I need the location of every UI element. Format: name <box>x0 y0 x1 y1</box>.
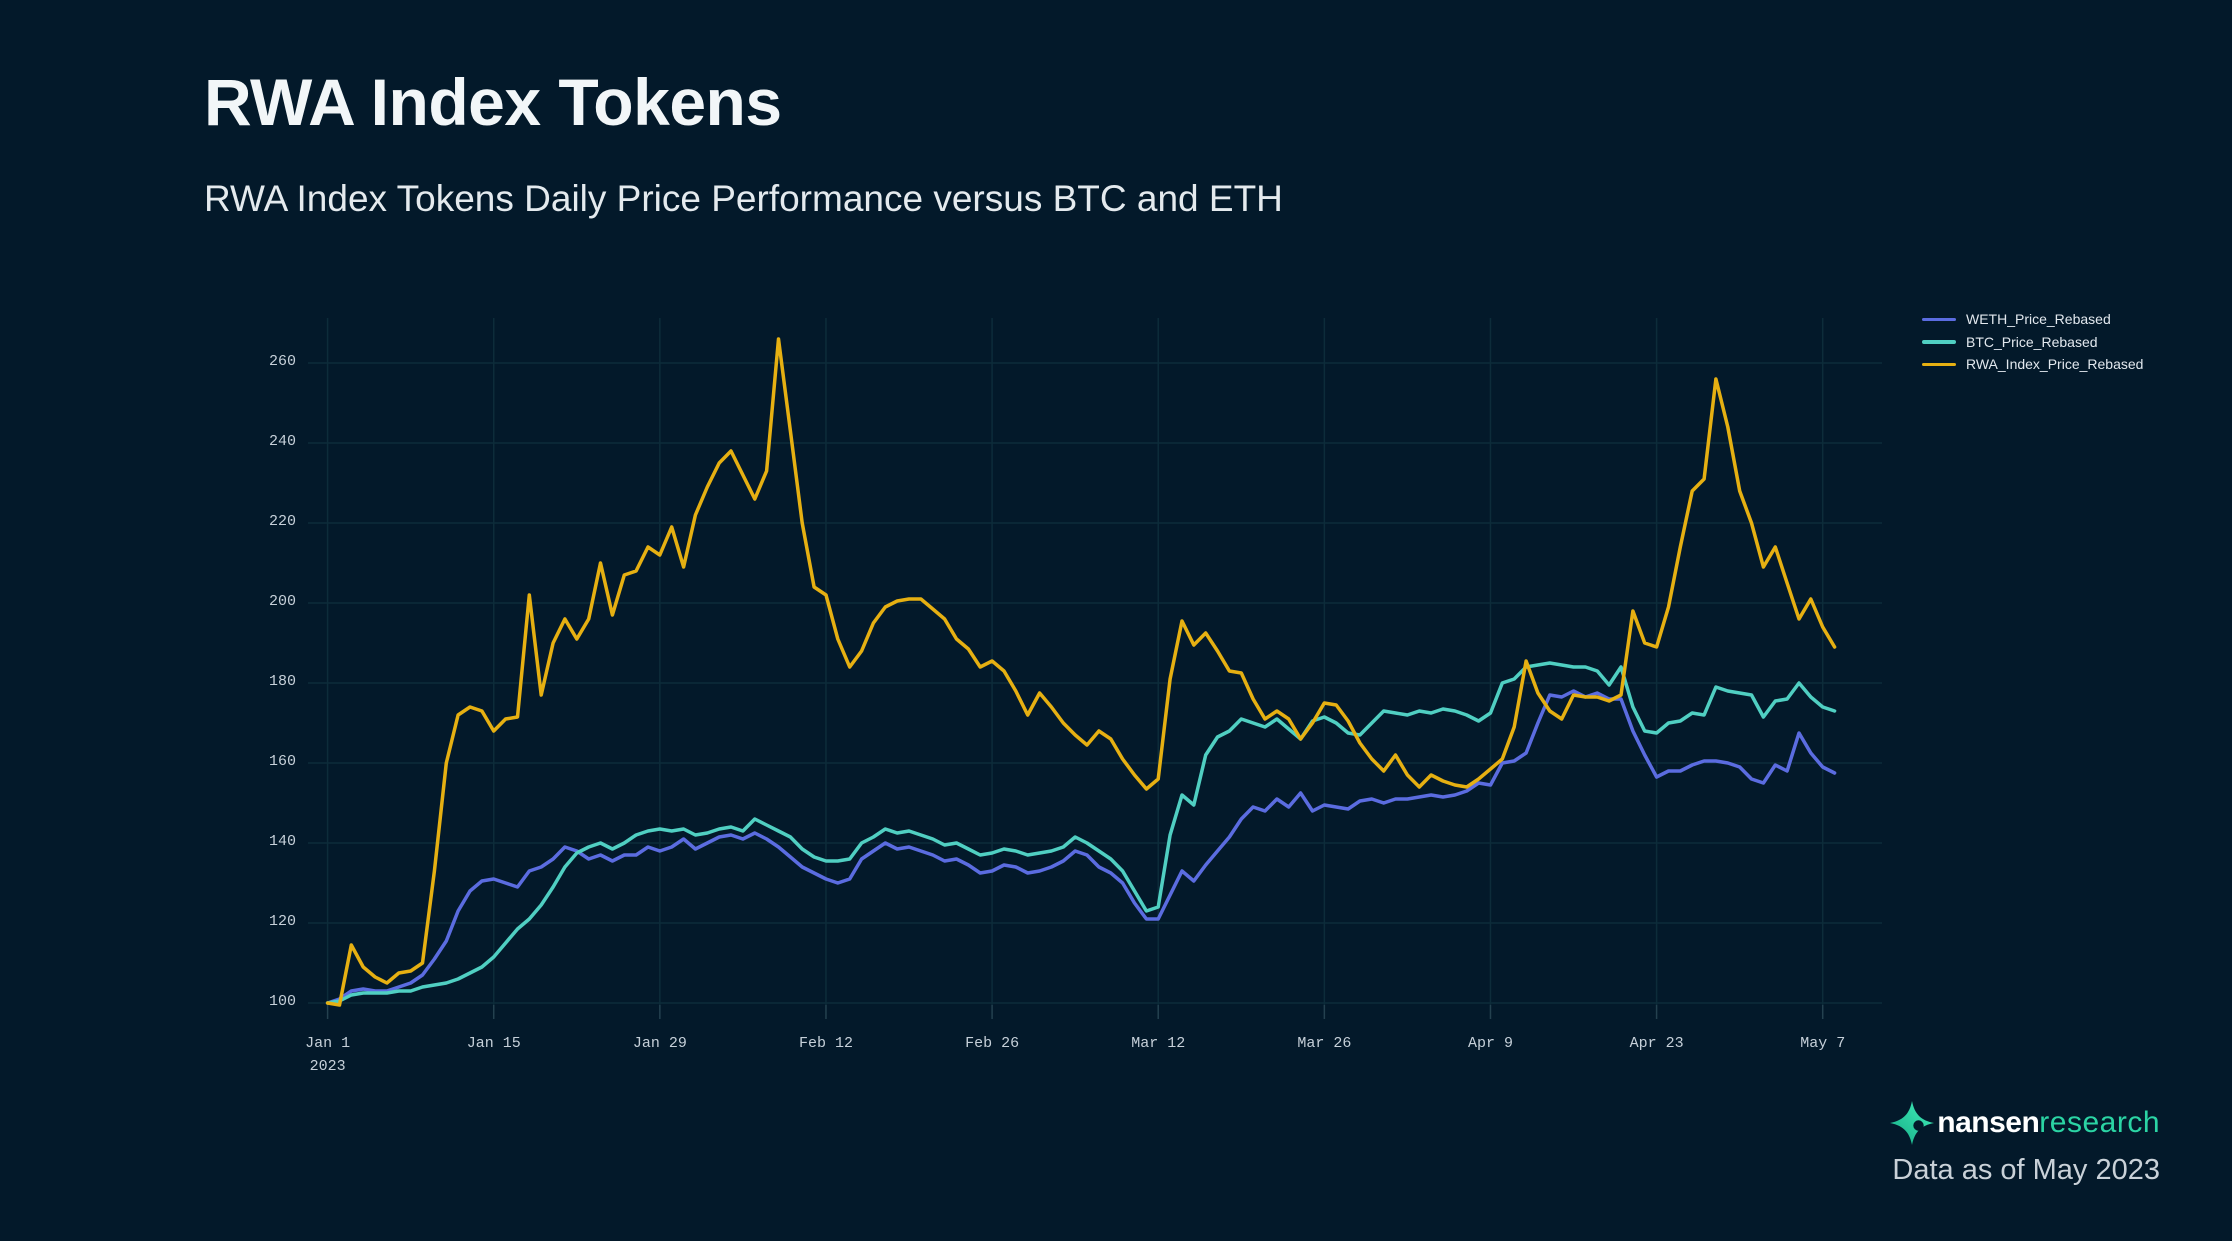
x-tick-label: Jan 29 <box>632 1035 687 1052</box>
chart-subtitle: RWA Index Tokens Daily Price Performance… <box>204 178 1283 219</box>
x-tick-label: May 7 <box>1800 1035 1846 1052</box>
legend-swatch <box>1922 362 1956 366</box>
data-as-of: Data as of May 2023 <box>1892 1154 2160 1186</box>
page-title: RWA Index Tokens <box>204 65 782 139</box>
x-tick-label: Feb 26 <box>965 1035 1020 1052</box>
legend-item-BTC_Price_Rebased[interactable]: BTC_Price_Rebased <box>1922 331 2143 354</box>
x-tick-label: Apr 23 <box>1629 1035 1684 1052</box>
y-tick-label: 200 <box>268 593 296 610</box>
legend-swatch <box>1922 340 1956 344</box>
x-tick-label: Jan 15 <box>466 1035 521 1052</box>
y-tick-label: 260 <box>268 353 296 370</box>
legend-item-label: BTC_Price_Rebased <box>1966 333 2098 350</box>
brand-research: research <box>2039 1106 2160 1139</box>
y-tick-label: 220 <box>268 513 296 530</box>
legend: WETH_Price_Rebased BTC_Price_Rebased RWA_I… <box>1922 308 2143 376</box>
y-tick-label: 140 <box>268 833 296 850</box>
x-tick-label: Mar 12 <box>1131 1035 1186 1052</box>
x-tick-label: Apr 9 <box>1467 1035 1513 1052</box>
x-tick-label: Feb 12 <box>798 1035 853 1052</box>
legend-item-label: WETH_Price_Rebased <box>1966 311 2111 328</box>
legend-swatch <box>1922 317 1956 321</box>
x-tick-label: Mar 26 <box>1297 1035 1352 1052</box>
brand-nansen: nansen <box>1937 1106 2040 1139</box>
y-tick-label: 160 <box>268 753 296 770</box>
y-tick-label: 180 <box>268 673 296 690</box>
nansen-logo-icon <box>1890 1101 1935 1145</box>
y-tick-label: 240 <box>268 433 296 450</box>
legend-item-WETH_Price_Rebased[interactable]: WETH_Price_Rebased <box>1922 308 2143 331</box>
legend-item-label: RWA_Index_Price_Rebased <box>1966 356 2144 373</box>
nansen-logo: nansen research <box>1889 1100 2160 1146</box>
y-tick-label: 100 <box>268 993 296 1010</box>
series-RWA_Index_Price_Rebased <box>325 337 1837 1007</box>
series-BTC_Price_Rebased <box>325 661 1837 1005</box>
legend-item-RWA_Index_Price_Rebased[interactable]: RWA_Index_Price_Rebased <box>1922 353 2143 376</box>
y-tick-label: 120 <box>268 913 296 930</box>
footer: nansen research Data as of May 2023 <box>1889 1100 2160 1187</box>
x-tick-label: Jan 1 2023 <box>305 1035 351 1075</box>
